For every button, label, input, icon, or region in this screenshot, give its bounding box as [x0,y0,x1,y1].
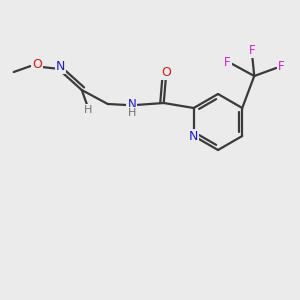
Text: F: F [249,44,256,58]
Text: O: O [161,65,171,79]
Text: F: F [278,59,285,73]
Text: F: F [224,56,231,68]
Text: O: O [32,58,42,70]
Text: N: N [56,59,65,73]
Text: N: N [189,130,198,142]
Text: H: H [84,105,92,115]
Text: H: H [128,108,136,118]
Text: N: N [128,98,136,110]
